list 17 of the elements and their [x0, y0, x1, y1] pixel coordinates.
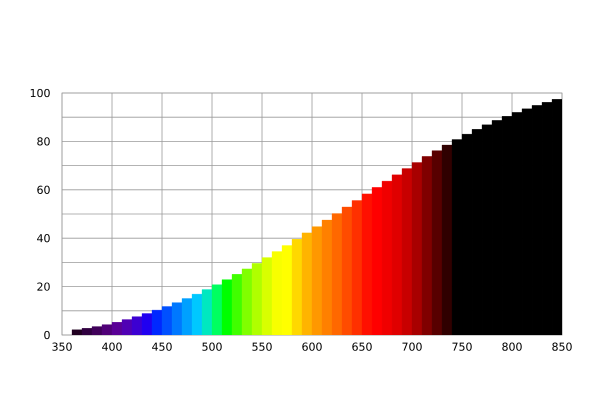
x-tick-label: 350: [52, 342, 72, 351]
y-tick-label: 0: [44, 330, 50, 340]
x-tick-label: 500: [202, 342, 222, 351]
x-tick-label: 600: [302, 342, 322, 351]
y-tick-label: 80: [37, 137, 50, 146]
x-tick-label: 400: [102, 342, 122, 351]
y-tick-label: 20: [37, 282, 50, 291]
x-tick-label: 800: [502, 342, 522, 351]
x-tick-label: 850: [552, 342, 572, 351]
x-tick-label: 700: [402, 342, 422, 351]
y-tick-label: 60: [37, 186, 50, 194]
y-tick-label: 100: [30, 88, 50, 98]
x-tick-label: 550: [252, 342, 272, 351]
x-tick-label: 450: [152, 342, 172, 351]
y-tick-label: 40: [37, 234, 50, 242]
x-tick-label: 750: [452, 342, 472, 351]
x-tick-label: 650: [352, 342, 372, 351]
